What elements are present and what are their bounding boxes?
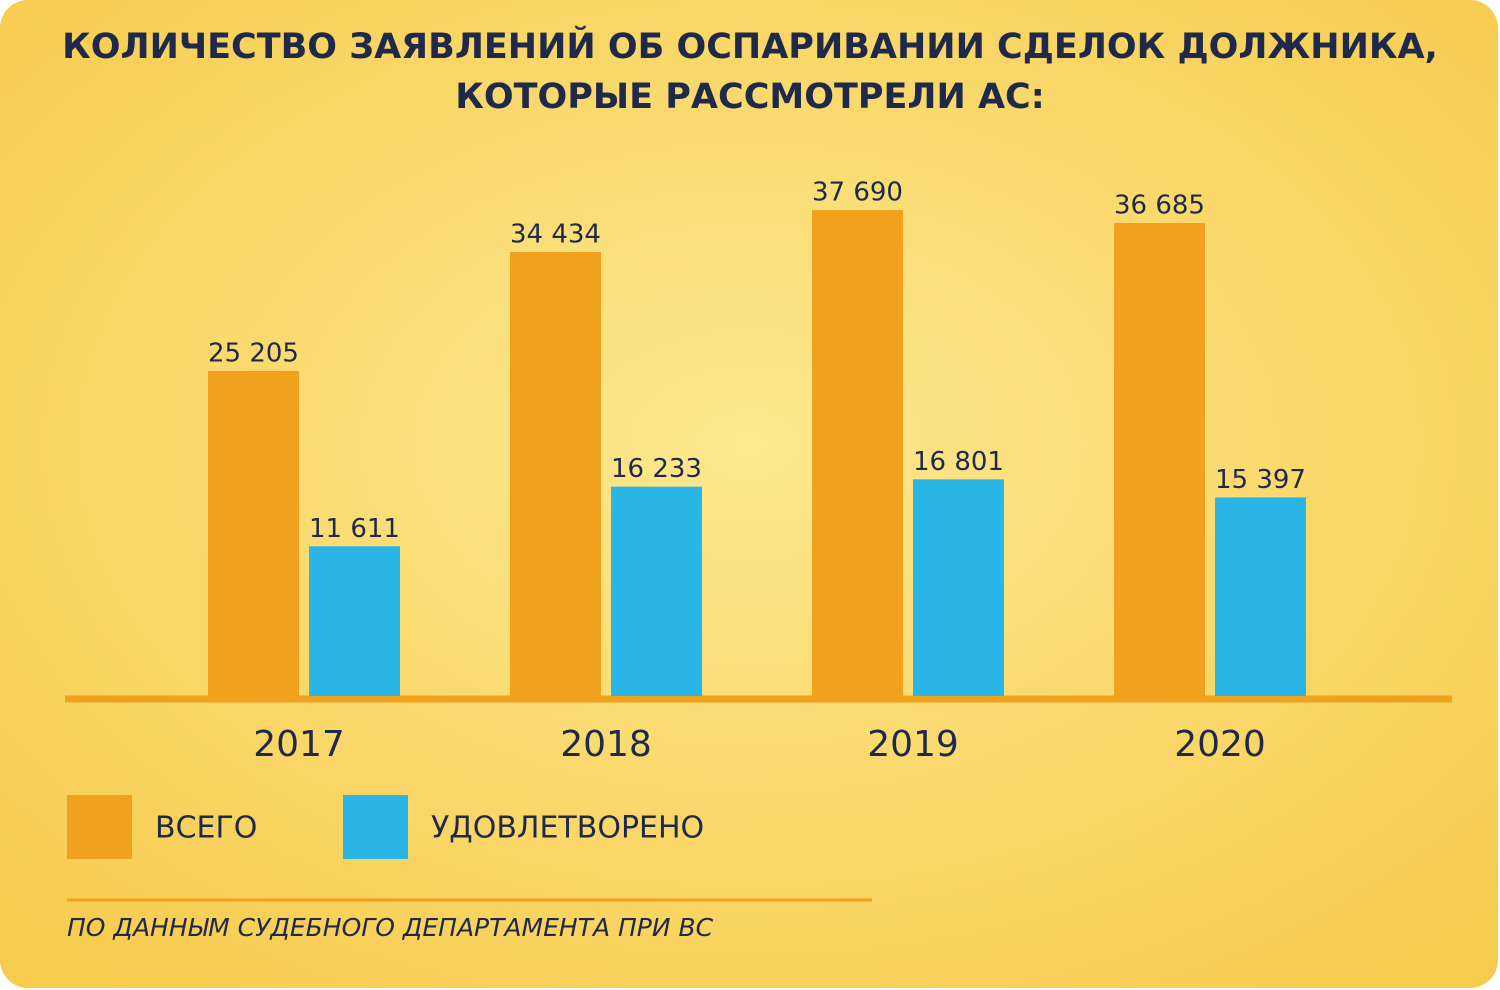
value-label: 37 690 bbox=[812, 178, 903, 208]
value-label: 36 685 bbox=[1114, 190, 1205, 220]
legend-label: УДОВЛЕТВОРЕНО bbox=[431, 811, 704, 846]
x-tick-label: 2019 bbox=[867, 724, 959, 765]
value-label: 15 397 bbox=[1215, 465, 1306, 495]
bar bbox=[611, 486, 702, 696]
value-label: 16 801 bbox=[913, 447, 1004, 477]
value-label: 34 434 bbox=[510, 219, 601, 249]
bar bbox=[510, 251, 601, 696]
legend-label: ВСЕГО bbox=[155, 811, 257, 846]
legend-swatch bbox=[67, 795, 132, 859]
bar bbox=[1114, 222, 1205, 696]
legend-swatch bbox=[343, 795, 408, 859]
bar bbox=[1215, 497, 1306, 696]
bar bbox=[812, 210, 903, 696]
x-tick-label: 2018 bbox=[560, 724, 652, 765]
value-label: 16 233 bbox=[611, 454, 702, 484]
x-tick-label: 2017 bbox=[253, 724, 345, 765]
source: ПО ДАННЫМ СУДЕБНОГО ДЕПАРТАМЕНТА ПРИ ВС bbox=[67, 913, 714, 942]
value-label: 25 205 bbox=[208, 338, 299, 368]
x-tick-label: 2020 bbox=[1174, 724, 1266, 765]
bar bbox=[309, 546, 400, 696]
bar bbox=[208, 370, 299, 696]
value-label: 11 611 bbox=[309, 514, 400, 544]
bar bbox=[913, 479, 1004, 696]
chart-title: КОЛИЧЕСТВО ЗАЯВЛЕНИЙ ОБ ОСПАРИВАНИИ СДЕЛ… bbox=[62, 25, 1438, 67]
chart-title: КОТОРЫЕ РАССМОТРЕЛИ АС: bbox=[455, 77, 1044, 117]
